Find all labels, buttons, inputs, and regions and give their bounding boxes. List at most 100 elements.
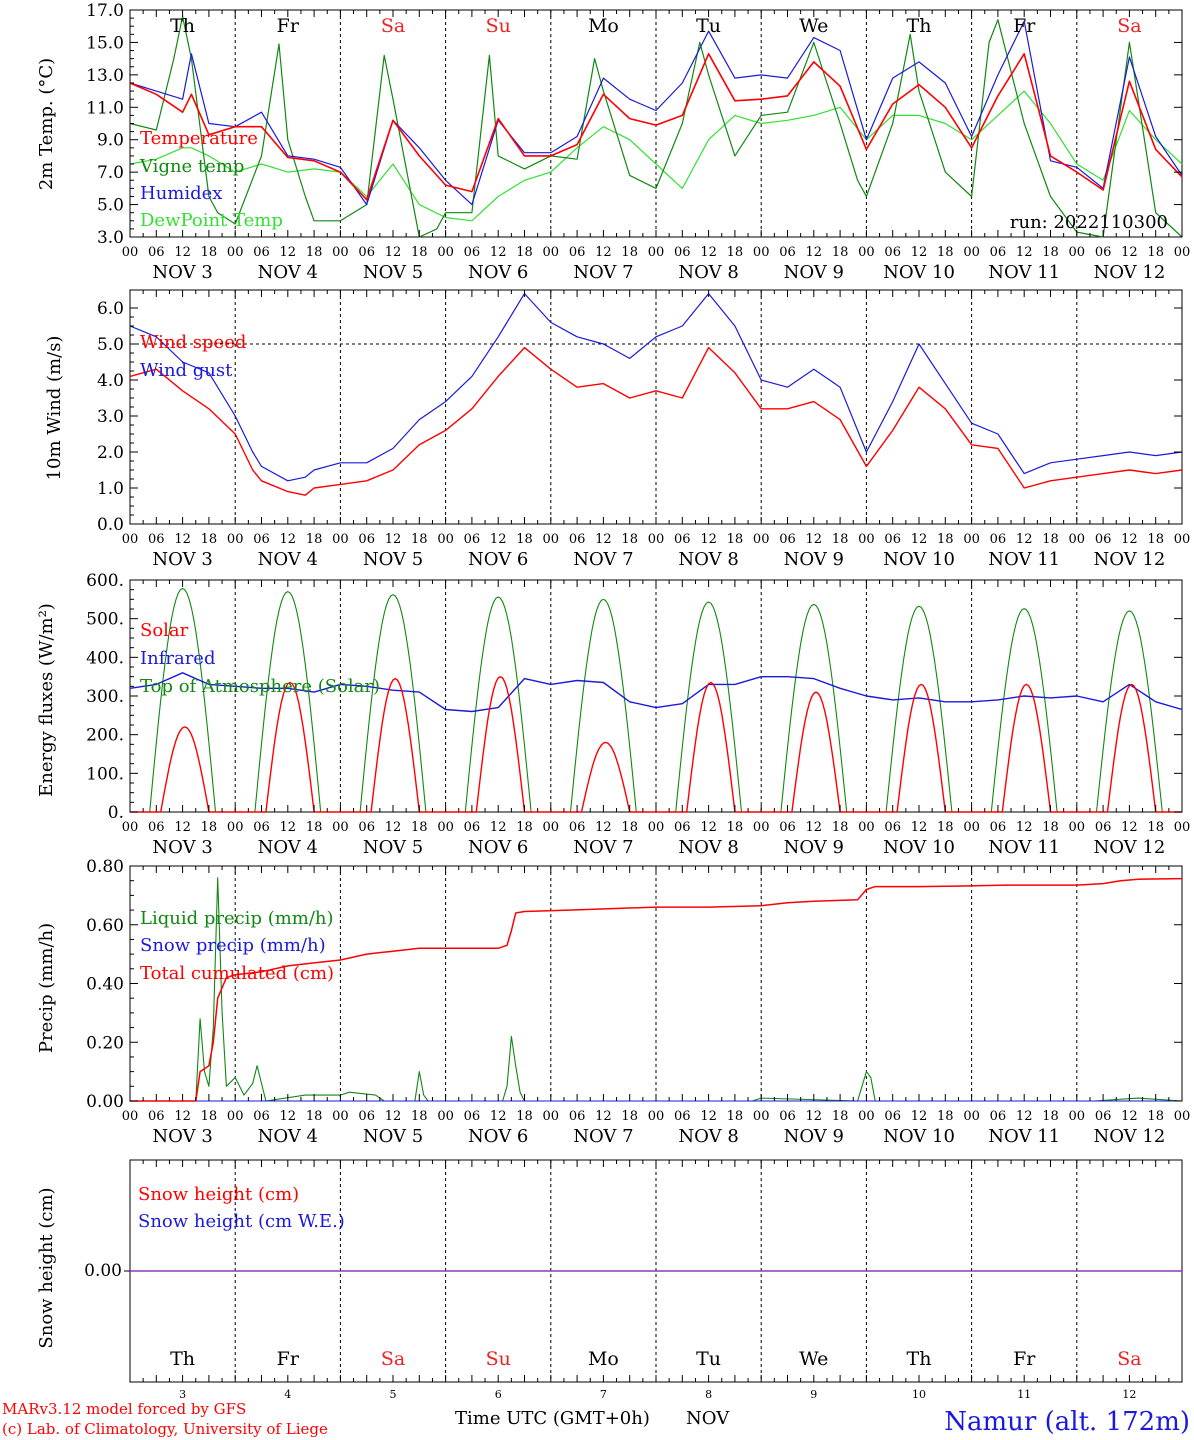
date-label: NOV 5 bbox=[363, 1126, 423, 1147]
date-label: NOV 8 bbox=[678, 549, 738, 570]
hour-label: 06 bbox=[884, 245, 901, 260]
hour-label: 00 bbox=[122, 820, 139, 835]
hour-label: 12 bbox=[1121, 1109, 1138, 1124]
y-tick-label: 6.0 bbox=[97, 299, 124, 319]
y-tick-label: 400. bbox=[86, 648, 124, 668]
hour-label: 00 bbox=[858, 532, 875, 547]
date-label: NOV 7 bbox=[573, 1126, 633, 1147]
hour-label: 06 bbox=[148, 1109, 165, 1124]
hour-label: 06 bbox=[464, 820, 481, 835]
hour-label: 18 bbox=[306, 245, 323, 260]
hour-label: 12 bbox=[595, 820, 612, 835]
y-tick-label: 0.00 bbox=[86, 1092, 124, 1112]
snow-ylabel: Snow height (cm) bbox=[36, 1187, 57, 1348]
hour-label: 18 bbox=[1042, 532, 1059, 547]
hour-label: 06 bbox=[464, 1109, 481, 1124]
hour-label: 18 bbox=[727, 532, 744, 547]
date-label: NOV 5 bbox=[363, 262, 423, 283]
hour-label: 18 bbox=[306, 1109, 323, 1124]
hour-label: 18 bbox=[1147, 1109, 1164, 1124]
day-number: 7 bbox=[600, 1388, 607, 1401]
hour-label: 12 bbox=[385, 820, 402, 835]
precip-legend-total: Total cumulated (cm) bbox=[140, 963, 334, 984]
hour-label: 06 bbox=[569, 532, 586, 547]
temp-ylabel: 2m Temp. (°C) bbox=[36, 58, 57, 190]
day-name-top: Mo bbox=[588, 15, 619, 37]
date-label: NOV 9 bbox=[784, 837, 844, 858]
hour-label: 12 bbox=[385, 532, 402, 547]
credit-line-1: MARv3.12 model forced by GFS bbox=[2, 1400, 246, 1418]
date-label: NOV 4 bbox=[258, 262, 318, 283]
hour-label: 12 bbox=[174, 245, 191, 260]
hour-label: 00 bbox=[1069, 532, 1086, 547]
hour-label: 12 bbox=[490, 1109, 507, 1124]
wind-speed-line bbox=[129, 346, 1183, 496]
hour-label: 06 bbox=[990, 820, 1007, 835]
hour-label: 12 bbox=[280, 1109, 297, 1124]
hour-label: 18 bbox=[1147, 532, 1164, 547]
energy-ylabel: Energy fluxes (W/m²) bbox=[36, 603, 57, 797]
hour-label: 00 bbox=[122, 532, 139, 547]
hour-label: 06 bbox=[779, 245, 796, 260]
hour-label: 18 bbox=[727, 245, 744, 260]
x-axis-month: NOV bbox=[686, 1408, 730, 1429]
hour-label: 18 bbox=[306, 532, 323, 547]
hour-label: 12 bbox=[700, 532, 717, 547]
wind-ylabel: 10m Wind (m/s) bbox=[44, 336, 65, 481]
day-name-top: Sa bbox=[1117, 15, 1141, 37]
day-name-bottom: We bbox=[799, 1348, 828, 1370]
day-name-bottom: Th bbox=[907, 1348, 932, 1370]
hour-label: 18 bbox=[201, 532, 218, 547]
temp-series-line bbox=[129, 90, 1183, 222]
hour-label: 12 bbox=[385, 1109, 402, 1124]
hour-label: 18 bbox=[516, 532, 533, 547]
hour-label: 06 bbox=[674, 820, 691, 835]
hour-label: 12 bbox=[490, 245, 507, 260]
hour-label: 00 bbox=[1174, 820, 1191, 835]
date-label: NOV 12 bbox=[1093, 262, 1165, 283]
y-tick-label: 7.0 bbox=[97, 163, 124, 183]
hour-label: 00 bbox=[332, 532, 349, 547]
temp-series-line bbox=[129, 15, 1183, 238]
hour-label: 12 bbox=[806, 245, 823, 260]
date-label: NOV 11 bbox=[988, 262, 1060, 283]
y-tick-label: 3.0 bbox=[97, 228, 124, 248]
date-label: NOV 12 bbox=[1093, 549, 1165, 570]
hour-label: 06 bbox=[358, 1109, 375, 1124]
hour-label: 06 bbox=[1095, 245, 1112, 260]
hour-label: 18 bbox=[1042, 245, 1059, 260]
date-label: NOV 11 bbox=[988, 837, 1060, 858]
hour-label: 12 bbox=[174, 532, 191, 547]
hour-label: 18 bbox=[201, 820, 218, 835]
hour-label: 06 bbox=[253, 532, 270, 547]
y-tick-label: 5.0 bbox=[97, 196, 124, 216]
hour-label: 06 bbox=[779, 820, 796, 835]
hour-label: 12 bbox=[595, 1109, 612, 1124]
y-tick-label: 5.0 bbox=[97, 335, 124, 355]
hour-label: 18 bbox=[832, 1109, 849, 1124]
hour-label: 06 bbox=[1095, 1109, 1112, 1124]
hour-label: 12 bbox=[806, 820, 823, 835]
date-label: NOV 3 bbox=[152, 837, 212, 858]
hour-label: 18 bbox=[411, 820, 428, 835]
y-tick-label: 11.0 bbox=[86, 98, 124, 118]
hour-label: 06 bbox=[1095, 820, 1112, 835]
y-tick-label: 0.80 bbox=[86, 857, 124, 877]
hour-label: 06 bbox=[569, 245, 586, 260]
y-tick-label: 9.0 bbox=[97, 131, 124, 151]
hour-label: 06 bbox=[569, 820, 586, 835]
y-tick-label: 600. bbox=[86, 571, 124, 591]
precip-legend-snow: Snow precip (mm/h) bbox=[140, 935, 326, 956]
energy-legend-toa: Top of Atmosphere (Solar) bbox=[140, 676, 380, 697]
hour-label: 00 bbox=[648, 1109, 665, 1124]
panel-energy: 0. 100. 200. 300. 400. 500. 600. 00 06 12 18 00 06 12… bbox=[36, 571, 1190, 858]
date-label: NOV 10 bbox=[883, 837, 955, 858]
hour-label: 12 bbox=[595, 245, 612, 260]
hour-label: 06 bbox=[674, 532, 691, 547]
hour-label: 18 bbox=[1147, 245, 1164, 260]
hour-label: 12 bbox=[1121, 820, 1138, 835]
temp-series-line bbox=[129, 20, 1183, 206]
hour-label: 18 bbox=[1042, 820, 1059, 835]
hour-label: 18 bbox=[621, 245, 638, 260]
date-label: NOV 8 bbox=[678, 837, 738, 858]
